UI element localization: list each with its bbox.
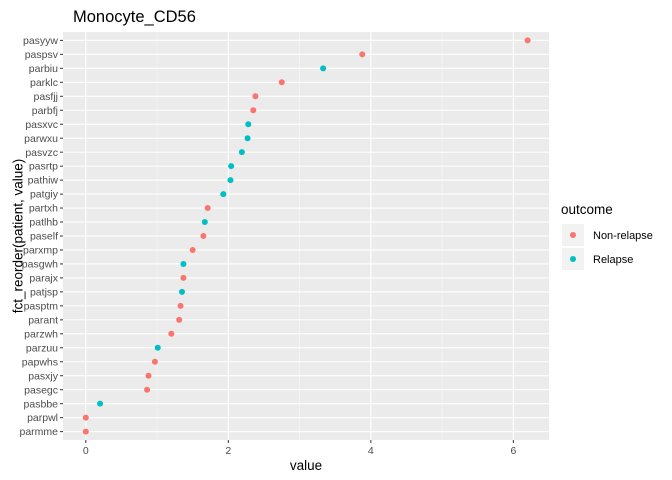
data-point [82, 414, 89, 421]
data-point [204, 205, 211, 212]
data-point [179, 288, 186, 295]
y-tick-label: papwhs [22, 356, 58, 368]
data-point [177, 302, 184, 309]
y-tick-label: pasvzc [25, 147, 58, 159]
y-axis-ticks: pasyyw paspsv parbiu parklc pasfjj parbfj pasx… [19, 35, 63, 438]
data-point [180, 274, 187, 281]
data-point [201, 219, 208, 226]
data-point [278, 79, 285, 86]
x-axis-ticks: 0 2 4 6 [83, 440, 516, 457]
data-points [82, 37, 531, 435]
data-point [320, 65, 327, 72]
data-point [252, 93, 259, 100]
y-tick-label: paspsv [25, 49, 59, 61]
legend-label: Relapse [593, 254, 633, 266]
y-tick-label: parpwl [27, 412, 58, 424]
data-point [176, 316, 183, 323]
y-tick-label: pasfjj [33, 91, 58, 103]
y-tick-label: paself [30, 231, 58, 243]
data-point [180, 260, 187, 267]
x-axis-title: value [290, 458, 322, 473]
y-tick-label: parzwh [24, 328, 58, 340]
y-tick-label: pasegc [24, 384, 58, 396]
y-tick-label: pasxvc [25, 119, 58, 131]
legend-title: outcome [561, 202, 613, 217]
y-tick-label: parajx [29, 273, 58, 285]
data-point [245, 121, 252, 128]
data-point [220, 191, 227, 198]
y-tick-label: patgiy [30, 189, 59, 201]
y-tick-label: pasyyw [23, 35, 58, 47]
y-tick-label: patlhb [29, 217, 58, 229]
data-point [524, 37, 531, 44]
legend-label: Non-relapse [593, 230, 653, 242]
y-tick-label: parxmp [23, 245, 58, 257]
data-point [151, 358, 158, 365]
y-tick-label: partxh [29, 203, 58, 215]
data-point [244, 135, 251, 142]
data-point [144, 386, 151, 393]
data-point [189, 246, 196, 253]
x-tick-label: 4 [368, 445, 374, 457]
x-tick-label: 0 [83, 445, 89, 457]
y-tick-label: pasgwh [22, 259, 58, 271]
y-tick-label: pasrtp [29, 161, 58, 173]
y-tick-label: parant [28, 314, 58, 326]
data-point [200, 233, 207, 239]
data-point [250, 107, 257, 114]
y-tick-label: parmme [19, 426, 58, 438]
y-tick-label: parwxu [24, 133, 58, 145]
y-tick-label: patjsp [30, 286, 58, 298]
y-tick-label: parklc [30, 77, 58, 89]
legend: outcome Non-relapse Relapse [561, 202, 653, 270]
data-point [238, 149, 245, 156]
legend-key-dot [570, 256, 576, 262]
x-tick-label: 2 [225, 445, 231, 457]
data-point [228, 163, 235, 170]
y-tick-label: parbiu [29, 63, 58, 75]
y-tick-label: pathiw [28, 175, 59, 187]
y-tick-label: pasxjy [28, 370, 59, 382]
y-tick-label: parbfj [32, 105, 58, 117]
data-point [145, 372, 152, 379]
y-tick-label: pasbbe [24, 398, 59, 410]
data-point [168, 330, 175, 337]
legend-key-dot [570, 232, 576, 238]
y-tick-label: pasptm [24, 300, 59, 312]
y-axis-title: fct_reorder(patient, value) [11, 159, 26, 314]
data-point [154, 344, 161, 351]
x-tick-label: 6 [510, 445, 516, 457]
data-point [97, 400, 104, 407]
data-point [227, 177, 234, 184]
chart-title: Monocyte_CD56 [73, 8, 196, 26]
data-point [82, 428, 89, 435]
major-gridlines [63, 32, 549, 440]
y-tick-label: parzuu [26, 342, 58, 354]
data-point [359, 51, 366, 58]
